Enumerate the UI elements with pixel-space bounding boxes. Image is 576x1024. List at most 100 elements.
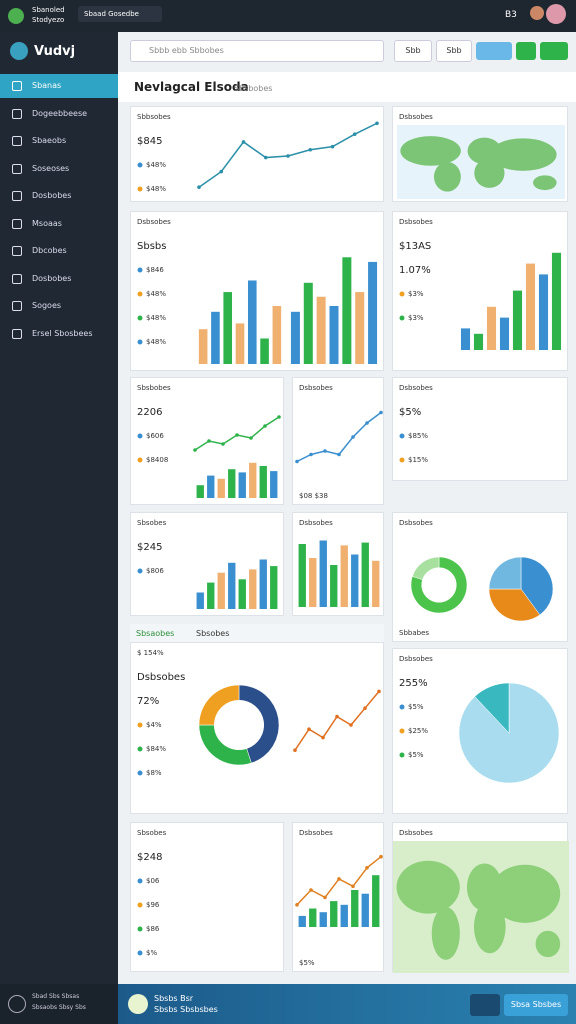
card: Dsbsobes <box>392 822 569 973</box>
nav-item[interactable]: Sogoes <box>0 294 118 318</box>
card-title: Dsbsobes <box>399 655 433 663</box>
bar <box>217 572 225 609</box>
line <box>294 690 380 751</box>
map-land <box>489 864 561 923</box>
point <box>277 415 281 419</box>
stat-text: 255% <box>399 678 428 689</box>
stat-text: $5% <box>408 703 424 711</box>
bar <box>361 542 369 607</box>
nav-item[interactable]: Soseoses <box>0 157 118 181</box>
point <box>286 154 290 158</box>
card-title: Dsbsobes <box>299 829 333 837</box>
nav-icon <box>12 328 22 339</box>
bullet <box>137 770 143 776</box>
card: Dsbsobes Sbsbs $846 $48% $48% $48% <box>130 211 384 371</box>
search-box[interactable]: Sbbb ebb Sbbobes <box>130 40 384 62</box>
stat-text: $245 <box>137 542 162 553</box>
bar <box>249 462 257 498</box>
stat-text: $06 <box>146 877 160 885</box>
map-land <box>474 158 505 188</box>
bottom-bar: Sbsbs Bsr Sbsbs Sbsbsbes Sbsa Sbsbes <box>118 984 576 1024</box>
bar <box>316 296 326 364</box>
map-land <box>431 907 460 960</box>
toolbar-button[interactable]: Sbb <box>394 40 432 62</box>
point <box>241 140 246 144</box>
card-foot: $08 $38 <box>299 492 328 500</box>
bullet <box>137 433 143 439</box>
bar <box>228 469 236 498</box>
bullet <box>137 457 143 463</box>
toolbar-button[interactable]: Sbb <box>436 40 472 62</box>
map-land <box>396 860 460 914</box>
bar <box>309 908 317 927</box>
card-canvas: Sbsobes $248 $06 $96 $86 $% <box>137 829 167 957</box>
bar <box>340 545 348 607</box>
card-title: Dsbsobes <box>399 218 433 226</box>
bar <box>330 565 338 607</box>
blue-button[interactable] <box>476 42 512 60</box>
app-icon[interactable] <box>8 8 24 24</box>
bullet <box>137 186 143 192</box>
nav-item[interactable]: Msoaas <box>0 212 118 236</box>
stat-text: $846 <box>146 266 164 274</box>
card: Dsbsobes $5% $85% $15% <box>392 377 568 481</box>
bar <box>198 329 208 364</box>
stat-text: $3% <box>408 314 424 322</box>
bar <box>372 560 380 607</box>
card-title: Dsbsobes <box>399 384 433 392</box>
stat-text: $48% <box>146 338 166 346</box>
nav-item[interactable]: Dosbobes <box>0 267 118 291</box>
green-button[interactable] <box>540 42 568 60</box>
bullet <box>137 162 143 168</box>
stat-text: $5% <box>399 407 421 418</box>
nav-item[interactable]: Dosbobes <box>0 184 118 208</box>
stat-text: $84% <box>146 745 166 753</box>
point <box>351 884 355 889</box>
point <box>321 735 325 740</box>
stat-text: $% <box>146 949 157 957</box>
green-button[interactable] <box>516 42 536 60</box>
nav-icon <box>12 81 22 91</box>
card-title: Dsbsobes <box>299 519 333 527</box>
bullet <box>137 902 143 908</box>
bar <box>303 282 313 364</box>
stat-text: Dsbsobes <box>137 672 185 683</box>
bullet <box>137 722 143 728</box>
nav-item[interactable]: Sbaeobs <box>0 129 118 153</box>
bar <box>351 554 359 607</box>
strip-tab[interactable]: Sbsaobes <box>136 629 175 638</box>
nav-item[interactable]: Dogeebbeese <box>0 102 118 126</box>
bullet <box>137 878 143 884</box>
avatar[interactable] <box>530 6 544 20</box>
user-icon[interactable] <box>8 995 26 1013</box>
nav-item[interactable]: Ersel Sbosbees <box>0 322 118 346</box>
nav-item[interactable]: Dbcobes <box>0 239 118 263</box>
bottom-icon-button[interactable] <box>470 994 500 1016</box>
stat-text: $48% <box>146 290 166 298</box>
bar <box>319 912 327 927</box>
header-tab[interactable]: Sbsbobes <box>234 84 273 93</box>
bottom-button[interactable]: Sbsa Sbsbes <box>504 994 568 1016</box>
strip-tab[interactable]: Sbsobes <box>196 629 230 638</box>
brand-sub: Stodyezo <box>32 16 65 24</box>
logo: Vudvj <box>34 44 76 59</box>
point <box>365 866 369 870</box>
top-search[interactable]: Sbaad Gosedbe <box>78 6 162 22</box>
stat-text: $15% <box>408 456 428 464</box>
card-canvas: Dsbsobes $5% $85% $15% <box>399 384 433 464</box>
avatar[interactable] <box>546 4 566 24</box>
card-title: Sbsobes <box>137 829 167 837</box>
bullet <box>399 291 405 297</box>
bar <box>235 323 245 364</box>
bullet <box>137 950 143 956</box>
card-title: Sbsbobes <box>137 384 171 392</box>
nav-item[interactable]: Sbanas <box>0 74 118 98</box>
bar <box>342 257 352 364</box>
pie-segment <box>488 588 541 622</box>
card: Sbsobes $245 $806 <box>130 512 284 616</box>
point <box>219 169 224 174</box>
stat-text: $5% <box>408 751 424 759</box>
card: Dsbsobes $08 $38 <box>292 377 384 505</box>
bar <box>368 261 378 364</box>
